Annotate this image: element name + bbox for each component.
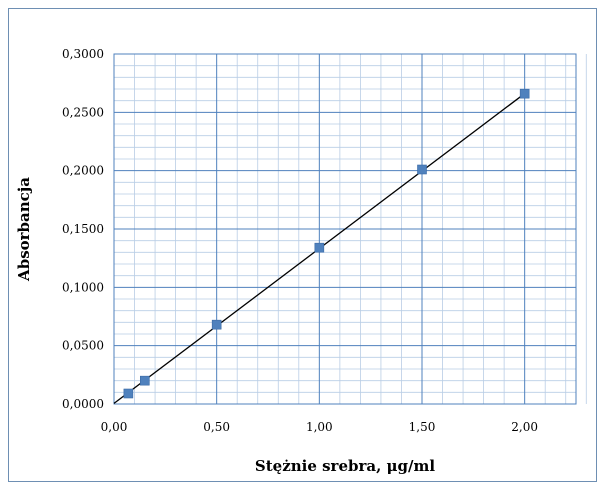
x-tick-labels: 0,00 0,50 1,00 1,50 2,00 [101, 420, 538, 434]
y-tick-label: 0,0500 [62, 339, 104, 353]
data-point [314, 242, 325, 253]
chart-svg: 0,00 0,50 1,00 1,50 2,00 0,00000,05000,10000… [15, 47, 587, 475]
data-point [140, 375, 150, 386]
y-tick-label: 0,2000 [62, 164, 104, 178]
x-tick-label: 1,50 [409, 420, 436, 434]
y-tick-label: 0,2500 [62, 105, 104, 119]
y-tick-labels: 0,0000 0,0500 0,1000 0,1500 0,2000 0,2500 0,30… [62, 47, 104, 411]
x-tick-label: 0,50 [203, 420, 230, 434]
plot-area-border [113, 53, 577, 405]
chart-frame: 0,00 0,50 1,00 1,50 2,00 0,0000 0,0500 0,1000 0… [8, 8, 597, 482]
x-tick-label: 2,00 [511, 420, 538, 434]
y-tick-label: 0,1000 [62, 280, 104, 294]
x-axis-title: Stężnie srebra, μg/ml [255, 457, 435, 475]
data-point [417, 164, 427, 175]
data-point [211, 319, 222, 330]
x-tick-label: 1,00 [306, 420, 333, 434]
x-tick-label: 0,00 [101, 420, 128, 434]
y-tick-label: 0,3000 [62, 47, 104, 61]
data-point [123, 388, 134, 399]
y-tick-label: 0,1500 [62, 222, 104, 236]
y-axis-title: Absorbancja [15, 177, 33, 282]
y-tick-label: 0,0000 [62, 397, 104, 411]
data-points [123, 88, 530, 399]
data-point [519, 88, 530, 99]
